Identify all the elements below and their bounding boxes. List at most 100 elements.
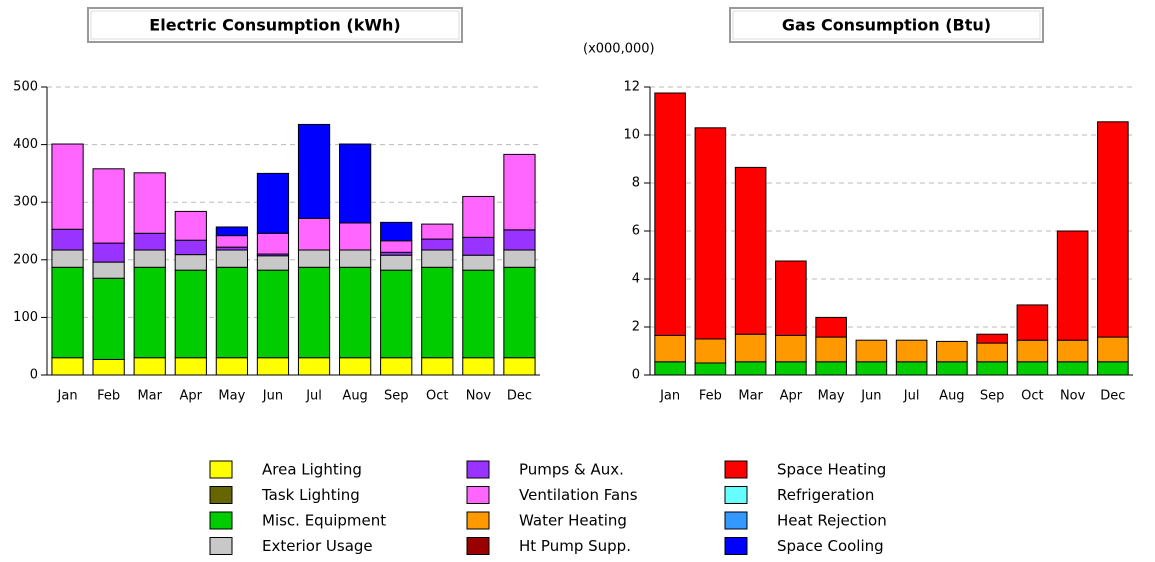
bar-segment [421,357,454,376]
bar-segment [297,249,331,268]
bar-segment [734,333,767,363]
bar-segment [734,166,767,335]
bar-segment [421,223,454,240]
legend-label: Misc. Equipment [262,512,386,530]
bar-segment [976,342,1008,363]
bar-segment [92,168,125,244]
bar-segment [503,153,536,231]
bar-segment [421,266,454,359]
legend-swatch [466,486,490,504]
y-tick-label: 200 [13,252,38,267]
y-tick-label: 8 [632,176,640,191]
bar-segment [92,358,125,376]
legend-label: Water Heating [519,512,627,530]
bar-segment [503,229,536,251]
x-tick-label: Dec [1100,389,1125,404]
bar-segment [297,357,331,376]
bar-segment [855,339,888,363]
bar-segment [133,172,166,234]
y-tick-label: 12 [623,80,640,95]
bar-segment [503,249,536,268]
bar-segment [936,340,968,363]
bar-segment [174,269,207,359]
bar-segment [775,361,807,376]
bar-segment [51,228,84,251]
bar-segment [380,221,413,242]
bar-segment [462,236,495,256]
x-tick-label: May [218,389,245,404]
legend-label: Exterior Usage [262,537,373,555]
legend-label: Area Lighting [262,461,362,479]
bar-segment [51,249,84,268]
bar-segment [503,266,536,359]
bar-segment [1097,121,1129,338]
y-tick-label: 300 [13,195,38,210]
bar-segment [734,361,767,376]
bar-segment [51,357,84,376]
bar-segment [51,266,84,359]
y-tick-label: 2 [632,320,640,335]
bar-segment [133,249,166,268]
bar-segment [976,361,1008,376]
y-tick-label: 500 [13,80,38,95]
legend-swatch [466,537,490,555]
bar-segment [174,239,207,256]
legend-label: Pumps & Aux. [519,461,624,479]
bar-segment [775,334,807,363]
bar-segment [1016,339,1049,363]
bar-segment [462,195,495,238]
bar-segment [654,92,686,336]
x-tick-label: Nov [1060,389,1086,404]
x-tick-label: Mar [137,389,162,404]
bar-segment [256,357,290,376]
bar-segment [215,226,248,237]
bar-segment [815,361,847,376]
bar-segment [694,362,727,376]
bar-segment [92,242,125,263]
bar-segment [133,232,166,251]
x-tick-label: Apr [780,389,803,404]
y-tick-label: 6 [632,224,640,239]
bar-segment [462,254,495,271]
x-tick-label: Sep [980,389,1005,404]
legend-swatch [209,486,233,504]
x-tick-label: Jul [903,389,920,404]
x-tick-label: Aug [342,389,367,404]
bar-segment [256,232,290,255]
x-tick-label: Dec [507,389,532,404]
bar-segment [133,266,166,359]
bar-segment [174,357,207,376]
bar-segment [421,249,454,268]
legend-swatch [466,460,490,479]
bar-segment [1097,361,1129,376]
legend-label: Refrigeration [777,486,874,504]
x-tick-label: Jun [262,389,283,404]
bar-segment [775,260,807,336]
y-tick-label: 4 [632,272,640,287]
bar-segment [815,336,847,363]
bar-segment [256,172,290,234]
bar-segment [339,249,372,268]
bar-segment [421,238,454,251]
x-tick-label: Oct [426,389,448,404]
title-box [87,7,463,43]
bar-segment [855,361,888,376]
y-tick-label: 100 [13,310,38,325]
bar-segment [815,316,847,338]
bar-segment [256,269,290,359]
chart-title: Gas Consumption (Btu) [782,16,991,35]
bar-segment [297,217,331,251]
bar-segment [895,361,928,376]
x-tick-label: Aug [939,389,964,404]
bar-segment [936,361,968,376]
title-box [729,7,1044,43]
title-box-inner [90,10,460,40]
x-tick-label: Jun [860,389,881,404]
x-tick-label: Jan [57,389,78,404]
bar-segment [174,210,207,241]
bar-segment [215,235,248,248]
legend-swatch [466,511,490,530]
y-tick-label: 400 [13,137,38,152]
x-tick-label: Oct [1021,389,1043,404]
